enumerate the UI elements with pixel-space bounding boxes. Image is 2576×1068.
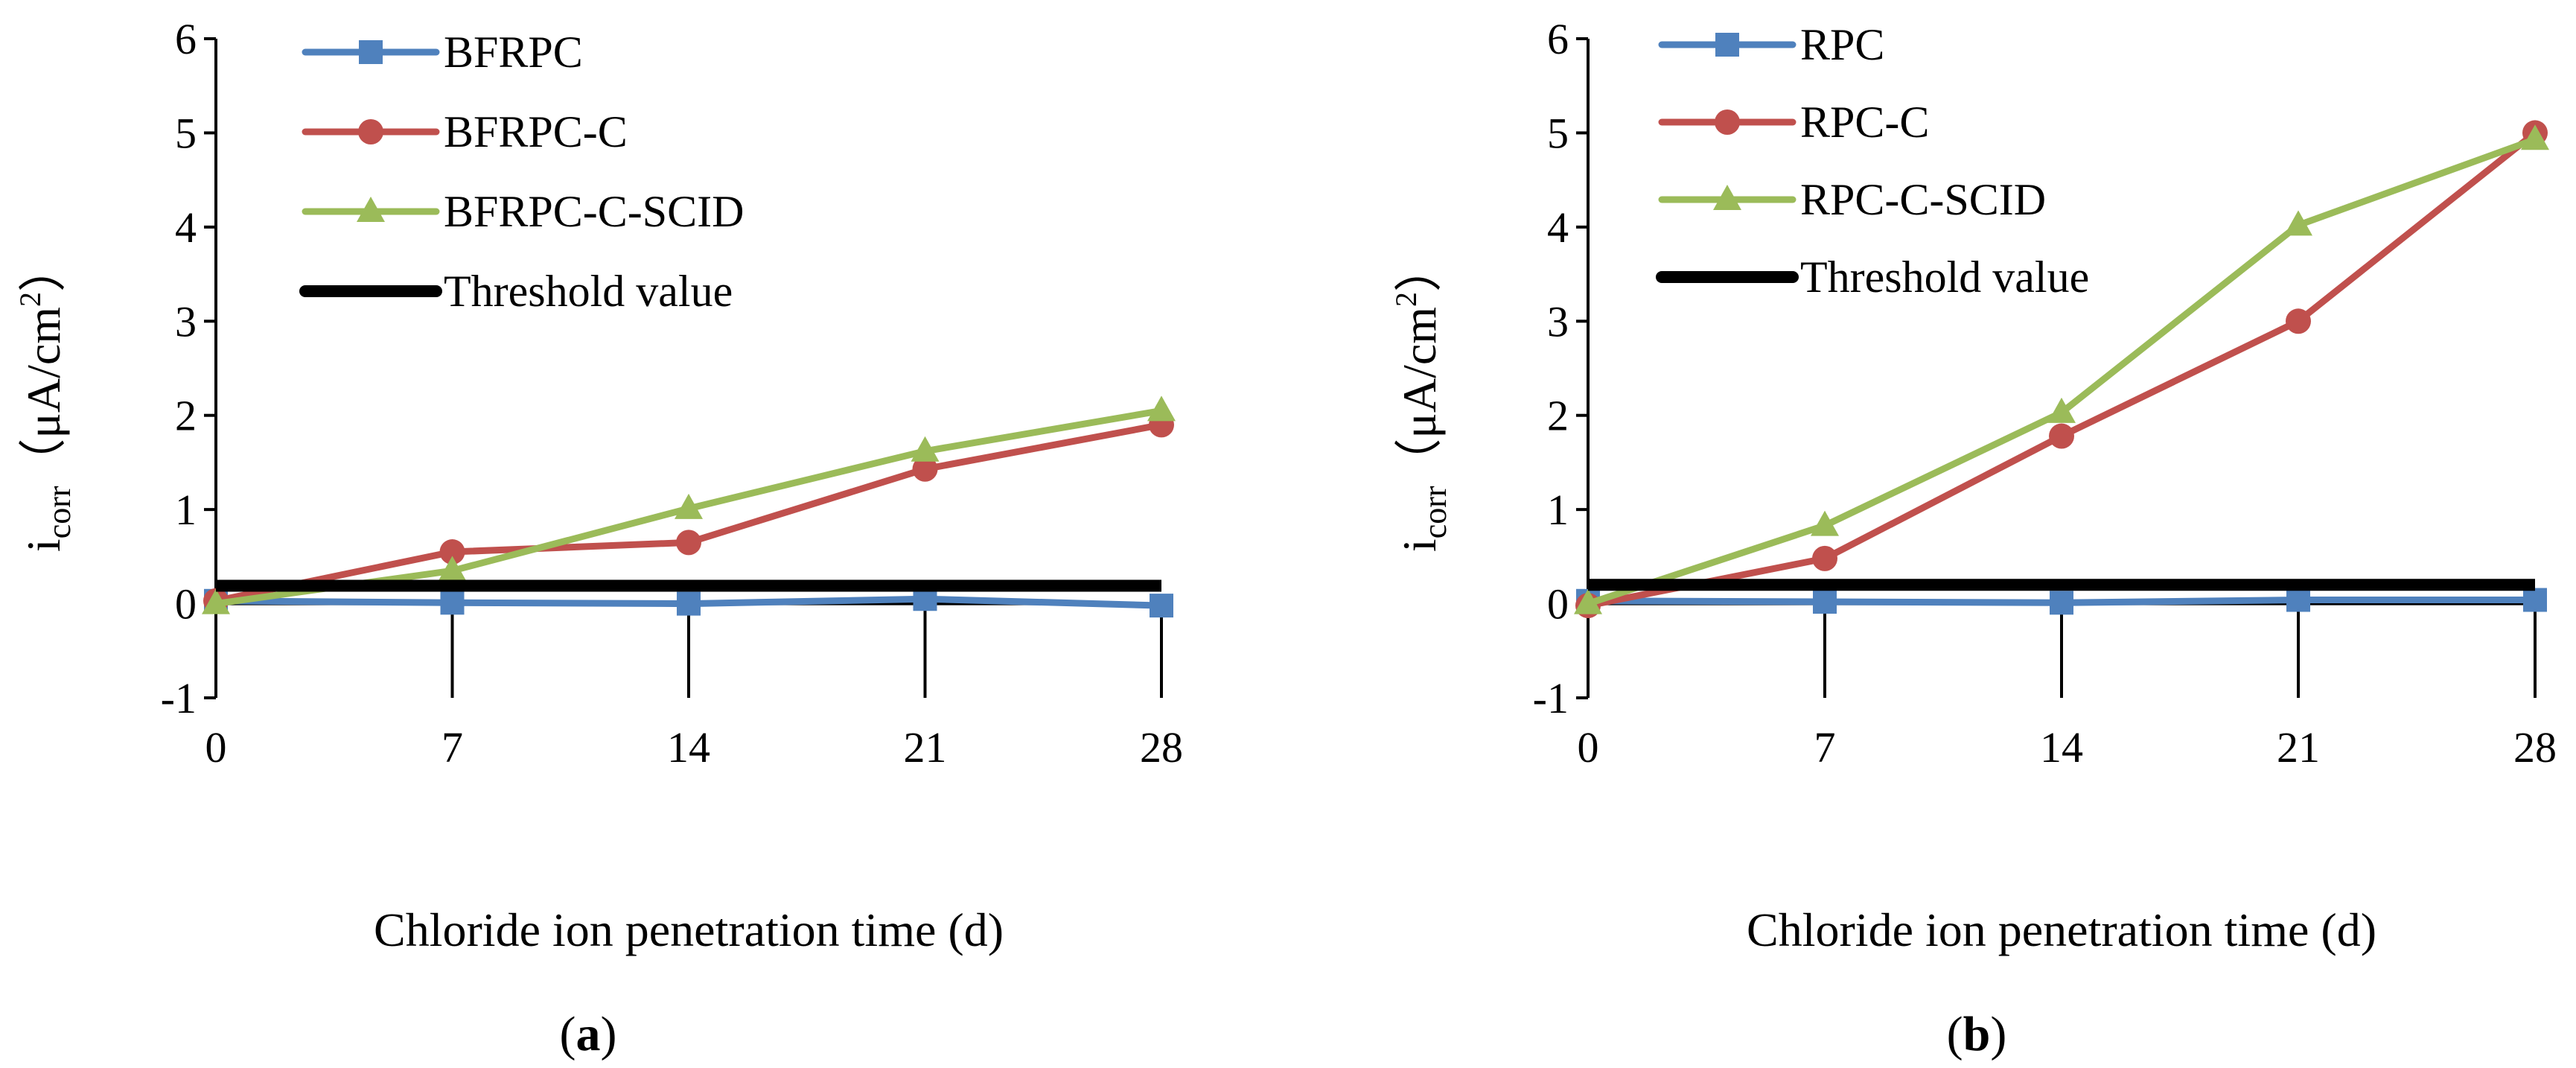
legend-marker xyxy=(1715,109,1740,135)
x-tick-label: 28 xyxy=(1140,723,1183,772)
data-point xyxy=(440,591,465,615)
y-axis-title: icorr（μA/cm2） xyxy=(13,244,77,552)
y-axis-title-main: i xyxy=(1393,538,1446,552)
data-point xyxy=(202,588,230,614)
legend-label: RPC-C-SCID xyxy=(1800,175,2046,224)
y-axis-title-close: ） xyxy=(1393,244,1446,292)
data-point xyxy=(2521,124,2549,150)
x-tick-label: 28 xyxy=(2513,723,2557,772)
y-tick-label: 4 xyxy=(1547,203,1569,252)
legend-label: Threshold value xyxy=(1800,252,2089,302)
y-axis-title-unit: （μA/cm xyxy=(17,307,70,486)
data-point xyxy=(1150,594,1173,618)
y-tick-label: 2 xyxy=(175,392,197,440)
x-tick-label: 7 xyxy=(441,723,463,772)
x-tick-label: 7 xyxy=(1814,723,1836,772)
data-point xyxy=(912,456,938,482)
legend-item: RPC-C-SCID xyxy=(1658,175,2046,224)
y-axis-title-sup: 2 xyxy=(1389,292,1423,307)
x-axis-title: Chloride ion penetration time (d) xyxy=(1747,903,2376,956)
y-tick-label: -1 xyxy=(161,674,197,722)
y-tick-label: 5 xyxy=(1547,109,1569,157)
legend-label: RPC-C xyxy=(1800,98,1929,147)
data-point xyxy=(2286,588,2310,612)
y-axis-title-sub: corr xyxy=(41,486,77,538)
y-tick-label: 0 xyxy=(175,580,197,629)
data-point xyxy=(675,493,703,519)
legend-marker xyxy=(1715,33,1739,57)
x-axis-title: Chloride ion penetration time (d) xyxy=(374,903,1004,956)
data-point xyxy=(1812,545,1837,571)
x-tick-label: 0 xyxy=(1578,723,1599,772)
x-tick-label: 14 xyxy=(667,723,710,772)
panel-label: (a) xyxy=(560,1007,617,1061)
legend-marker xyxy=(1713,185,1741,210)
legend-marker xyxy=(357,197,385,222)
y-tick-label: 3 xyxy=(175,297,197,346)
legend-marker xyxy=(358,119,383,144)
legend-item: BFRPC-C-SCID xyxy=(302,187,744,236)
x-tick-label: 14 xyxy=(2040,723,2083,772)
data-point xyxy=(2523,588,2547,612)
data-point xyxy=(2049,423,2074,449)
legend-item: BFRPC xyxy=(302,28,583,77)
y-axis-title-sub: corr xyxy=(1417,486,1453,538)
legend-item: RPC xyxy=(1658,20,1884,69)
x-tick-label: 21 xyxy=(904,723,947,772)
legend-marker xyxy=(359,40,383,64)
y-tick-label: 1 xyxy=(175,486,197,534)
data-point xyxy=(677,591,701,616)
data-point xyxy=(911,436,940,462)
data-point xyxy=(1813,590,1837,614)
legend-label: Threshold value xyxy=(444,267,733,316)
data-point xyxy=(2284,210,2312,236)
data-point xyxy=(1147,395,1176,422)
y-tick-label: 4 xyxy=(175,203,197,252)
series-bfrpc-c xyxy=(203,412,1174,614)
legend-item: Threshold value xyxy=(299,267,733,316)
data-point xyxy=(1811,510,1839,536)
series-rpc-c xyxy=(1575,120,2548,619)
y-axis-title-unit: （μA/cm xyxy=(1393,307,1446,486)
legend-label: BFRPC xyxy=(444,28,583,77)
y-tick-label: 6 xyxy=(1547,15,1569,63)
legend-item: RPC-C xyxy=(1658,98,1929,147)
x-tick-label: 21 xyxy=(2277,723,2320,772)
panel-label: (b) xyxy=(1947,1007,2007,1061)
y-tick-label: -1 xyxy=(1533,674,1569,722)
y-tick-label: 1 xyxy=(1547,486,1569,534)
legend-label: BFRPC-C-SCID xyxy=(444,187,744,236)
y-tick-label: 2 xyxy=(1547,392,1569,440)
y-axis-title-close: ） xyxy=(17,244,70,292)
x-tick-label: 0 xyxy=(205,723,227,772)
series-rpc xyxy=(1576,588,2547,615)
legend-item: BFRPC-C xyxy=(302,107,628,156)
data-point xyxy=(1574,588,1602,614)
data-point xyxy=(438,556,467,582)
data-point xyxy=(676,530,701,556)
y-axis-title-main: i xyxy=(17,538,70,552)
data-point xyxy=(2047,397,2076,423)
legend-label: BFRPC-C xyxy=(444,107,628,156)
y-tick-label: 0 xyxy=(1547,580,1569,629)
data-point xyxy=(2050,591,2073,615)
data-point xyxy=(439,539,465,565)
y-axis-title-sup: 2 xyxy=(13,292,47,307)
series-rpc-c-scid xyxy=(1574,124,2549,614)
legend-item: Threshold value xyxy=(1656,252,2089,302)
legend-label: RPC xyxy=(1800,20,1884,69)
data-point xyxy=(2286,308,2311,334)
y-tick-label: 3 xyxy=(1547,297,1569,346)
y-tick-label: 6 xyxy=(175,15,197,63)
y-tick-label: 5 xyxy=(175,109,197,157)
y-axis-title: icorr（μA/cm2） xyxy=(1389,244,1453,552)
